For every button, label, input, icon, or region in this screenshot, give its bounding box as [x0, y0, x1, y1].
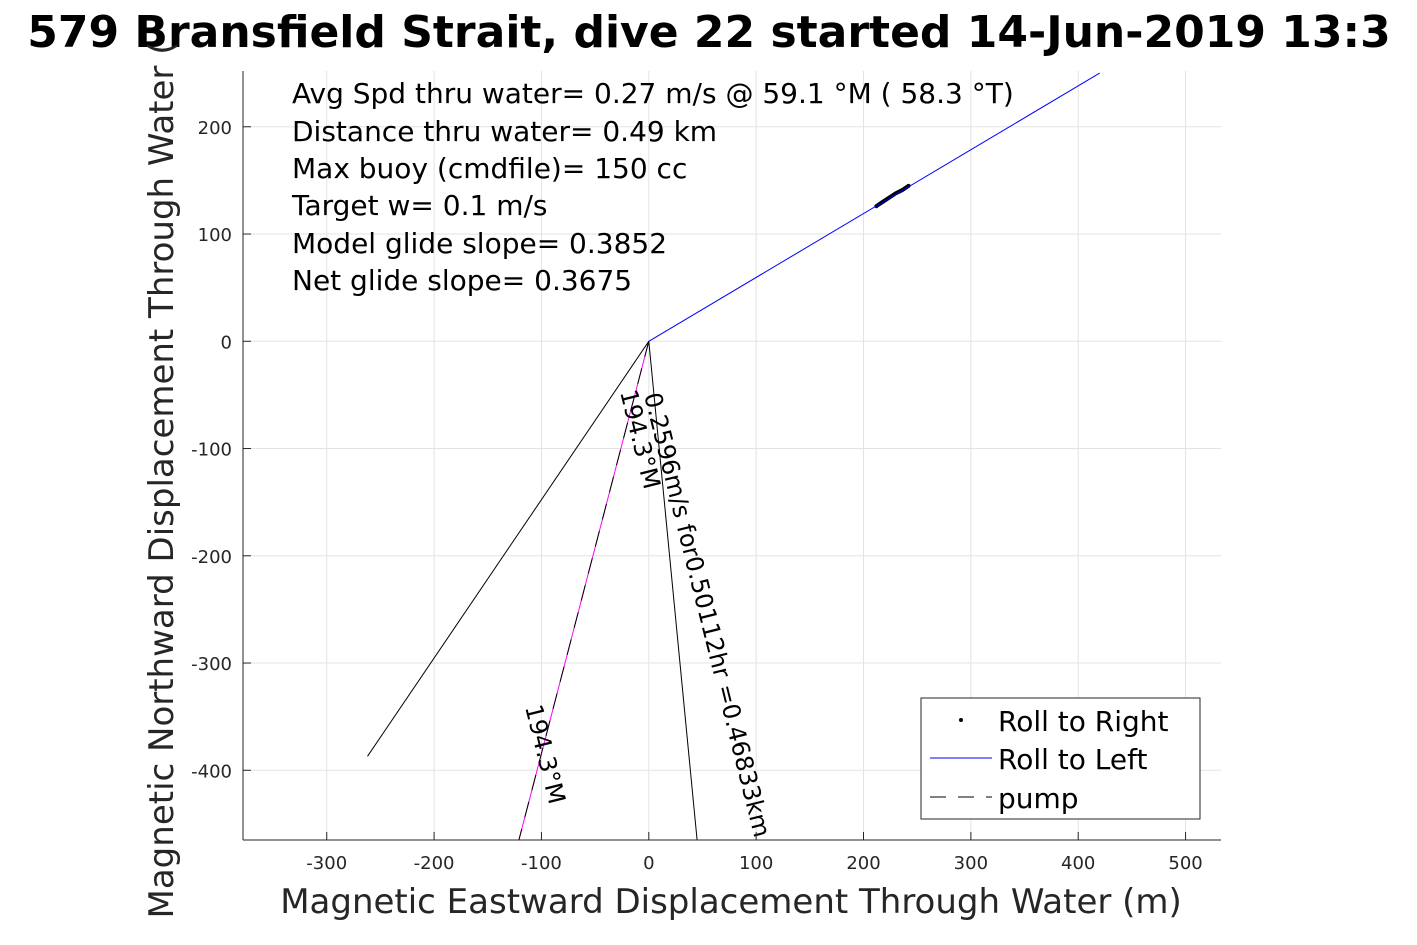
x-tick-label: 0 — [643, 853, 654, 874]
y-axis-label: Magnetic Northward Displacement Through … — [142, 42, 182, 919]
x-tick-label: 400 — [1061, 853, 1095, 874]
axes: -300 -200 -100 0 100 200 300 400 500 -400 -300 -200… — [191, 71, 1221, 874]
annotation-model-glide-slope: Model glide slope= 0.3852 — [292, 227, 667, 260]
y-tick-label: 200 — [198, 118, 232, 139]
legend-label-pump: pump — [998, 782, 1079, 815]
x-tick-label: 500 — [1168, 853, 1202, 874]
y-tick-label: 0 — [221, 332, 232, 353]
series-pump-line — [518, 341, 650, 841]
x-tick-label: -200 — [414, 853, 455, 874]
annotation-distance: Distance thru water= 0.49 km — [292, 115, 717, 148]
annotation-avg-speed: Avg Spd thru water= 0.27 m/s @ 59.1 °M (… — [292, 77, 1014, 110]
annotation-block: Avg Spd thru water= 0.27 m/s @ 59.1 °M (… — [291, 77, 1014, 297]
x-tick-label: 200 — [846, 853, 880, 874]
legend-label-roll-to-left: Roll to Left — [998, 743, 1147, 776]
x-tick-label: 100 — [739, 853, 773, 874]
y-tick-label: 100 — [198, 225, 232, 246]
chart-title: 579 Bransfield Strait, dive 22 started 1… — [27, 7, 1390, 58]
annotation-max-buoy: Max buoy (cmdfile)= 150 cc — [292, 152, 687, 185]
x-tick-label: -300 — [306, 853, 347, 874]
y-tick-label: -100 — [191, 440, 232, 461]
annotation-target-w: Target w= 0.1 m/s — [291, 189, 548, 222]
y-tick-label: -400 — [191, 761, 232, 782]
x-tick-label: 300 — [954, 853, 988, 874]
series-roll-to-left-line — [648, 72, 1100, 342]
x-tick-label: -100 — [521, 853, 562, 874]
legend-label-roll-to-right: Roll to Right — [998, 705, 1169, 738]
legend-marker-roll-to-right — [959, 718, 963, 722]
track-line — [648, 341, 698, 841]
legend: Roll to Right Roll to Left pump — [920, 697, 1201, 820]
y-tick-label: -300 — [191, 654, 232, 675]
annotation-net-glide-slope: Net glide slope= 0.3675 — [292, 264, 632, 297]
track-line — [367, 341, 650, 757]
x-axis-label: Magnetic Eastward Displacement Through W… — [280, 882, 1182, 922]
y-tick-label: -200 — [191, 547, 232, 568]
data-lines — [367, 72, 1100, 841]
